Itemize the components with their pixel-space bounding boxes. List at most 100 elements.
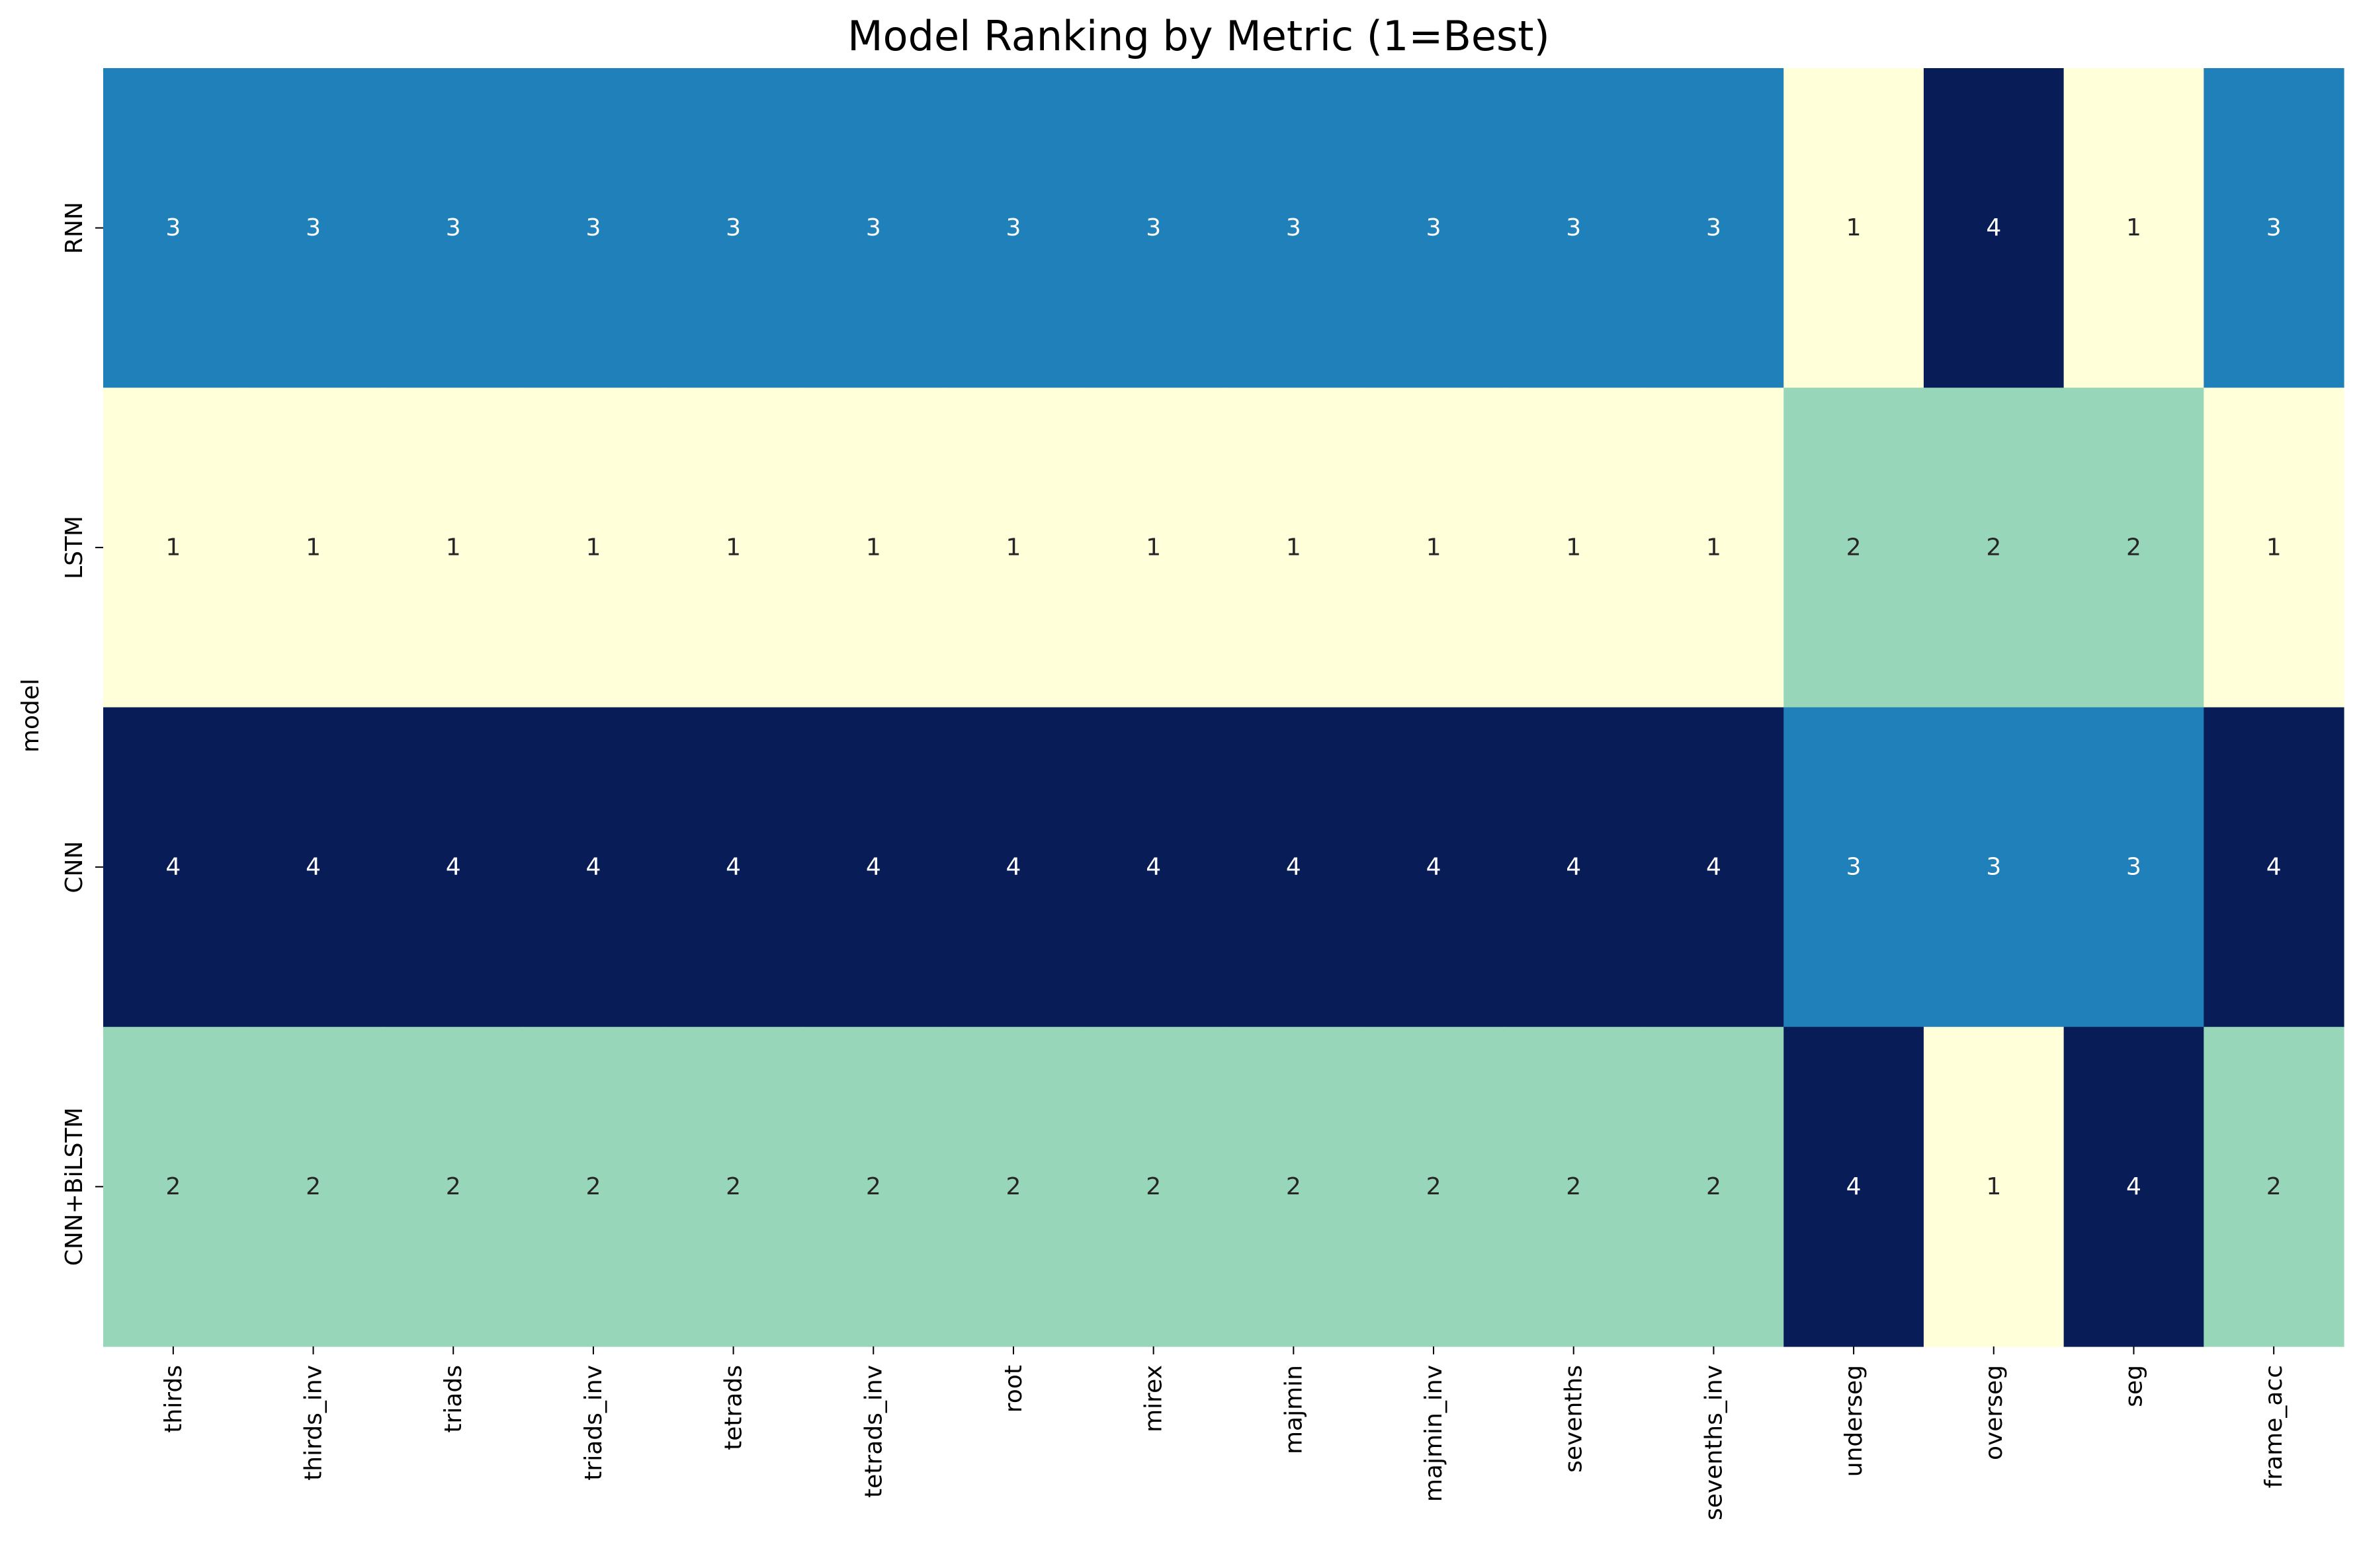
cell-value-label: 4 — [446, 854, 461, 881]
heatmap-cell-lstm-mirex — [1083, 388, 1224, 708]
cell-value-label: 2 — [1006, 1173, 1021, 1200]
heatmap-cell-cnn-frame-acc — [2204, 707, 2344, 1028]
heatmap-cell-rnn-sevenths — [1503, 68, 1645, 388]
heatmap-cell-rnn-seg — [2063, 68, 2204, 388]
cell-value-label: 4 — [866, 854, 881, 881]
heatmap-cell-rnn-tetrads-inv — [803, 68, 944, 388]
x-tick-label-majmin: majmin — [1280, 1365, 1307, 1454]
cell-value-label: 4 — [1006, 854, 1021, 881]
heatmap-cell-cnn-sevenths-inv — [1643, 707, 1784, 1028]
x-tick-label-overseg: overseg — [1981, 1365, 2008, 1460]
cell-value-label: 3 — [2126, 854, 2141, 881]
cell-value-label: 1 — [1846, 214, 1862, 241]
cell-value-label: 3 — [306, 214, 321, 241]
cell-value-label: 2 — [1426, 1173, 1441, 1200]
cell-value-label: 3 — [866, 214, 881, 241]
cell-value-label: 2 — [2126, 534, 2141, 561]
cell-value-label: 3 — [2266, 214, 2282, 241]
x-tick-label-tetrads: tetrads — [720, 1365, 748, 1450]
heatmap-cell-lstm-seg — [2063, 388, 2204, 708]
cell-value-label: 4 — [1566, 854, 1581, 881]
cell-value-label: 1 — [2266, 534, 2282, 561]
cell-value-label: 2 — [165, 1173, 181, 1200]
heatmap-cell-cnn-sevenths — [1503, 707, 1645, 1028]
cell-value-label: 1 — [2126, 214, 2141, 241]
heatmap-cell-cnn-bilstm-thirds-inv — [243, 1026, 384, 1347]
x-tick-label-sevenths-inv: sevenths_inv — [1700, 1365, 1727, 1520]
cell-value-label: 4 — [1986, 214, 2001, 241]
cell-value-label: 1 — [165, 534, 181, 561]
cell-value-label: 4 — [1286, 854, 1301, 881]
heatmap-cell-cnn-majmin-inv — [1363, 707, 1504, 1028]
cell-value-label: 2 — [585, 1173, 601, 1200]
heatmap-cell-lstm-sevenths — [1503, 388, 1645, 708]
heatmap-cell-cnn-underseg — [1783, 707, 1924, 1028]
heatmap-cell-lstm-frame-acc — [2204, 388, 2344, 708]
cell-value-label: 4 — [1846, 1173, 1862, 1200]
heatmap-cell-cnn-bilstm-seg — [2063, 1026, 2204, 1347]
chart-title: Model Ranking by Metric (1=Best) — [847, 12, 1550, 60]
cell-value-label: 3 — [446, 214, 461, 241]
cell-value-label: 1 — [585, 534, 601, 561]
cell-value-label: 3 — [1566, 214, 1581, 241]
cell-value-label: 1 — [866, 534, 881, 561]
x-tick-label-majmin-inv: majmin_inv — [1420, 1365, 1447, 1502]
cell-value-label: 3 — [165, 214, 181, 241]
cell-value-label: 3 — [1006, 214, 1021, 241]
cell-value-label: 4 — [2126, 1173, 2141, 1200]
y-axis: RNN LSTM CNN CNN+BiLSTM — [61, 202, 103, 1266]
heatmap-cell-cnn-bilstm-mirex — [1083, 1026, 1224, 1347]
cell-value-label: 1 — [1566, 534, 1581, 561]
cell-value-label: 2 — [2266, 1173, 2282, 1200]
heatmap-cell-rnn-thirds — [103, 68, 244, 388]
heatmap-cell-cnn-bilstm-underseg — [1783, 1026, 1924, 1347]
cell-value-label: 4 — [726, 854, 741, 881]
x-tick-label-triads-inv: triads_inv — [580, 1365, 607, 1481]
heatmap-cell-cnn-thirds-inv — [243, 707, 384, 1028]
heatmap-cell-cnn-mirex — [1083, 707, 1224, 1028]
x-tick-label-seg: seg — [2120, 1365, 2147, 1407]
heatmap-cell-rnn-underseg — [1783, 68, 1924, 388]
heatmap-cell-rnn-majmin — [1223, 68, 1364, 388]
cell-value-label: 1 — [726, 534, 741, 561]
cell-value-label: 1 — [1986, 1173, 2001, 1200]
heatmap-cell-lstm-tetrads — [663, 388, 804, 708]
y-tick-label-cnn: CNN — [61, 841, 88, 893]
cell-value-label: 1 — [1006, 534, 1021, 561]
heatmap-cell-cnn-bilstm-tetrads — [663, 1026, 804, 1347]
heatmap-cell-lstm-majmin — [1223, 388, 1364, 708]
heatmap-cell-lstm-triads-inv — [523, 388, 664, 708]
heatmap-cell-lstm-thirds-inv — [243, 388, 384, 708]
heatmap-cell-cnn-bilstm-triads-inv — [523, 1026, 664, 1347]
heatmap-cell-cnn-bilstm-sevenths-inv — [1643, 1026, 1784, 1347]
x-tick-label-thirds: thirds — [160, 1365, 187, 1433]
heatmap-cell-cnn-majmin — [1223, 707, 1364, 1028]
cell-value-label: 2 — [1846, 534, 1862, 561]
heatmap-cell-lstm-root — [943, 388, 1084, 708]
cell-value-label: 3 — [1846, 854, 1862, 881]
heatmap-cell-rnn-thirds-inv — [243, 68, 384, 388]
cell-value-label: 3 — [585, 214, 601, 241]
cell-value-label: 3 — [1146, 214, 1161, 241]
cell-value-label: 1 — [1146, 534, 1161, 561]
cell-value-label: 4 — [306, 854, 321, 881]
cell-value-label: 2 — [1146, 1173, 1161, 1200]
cell-value-label: 2 — [1986, 534, 2001, 561]
heatmap-cell-labels: 3 3 3 3 3 3 3 3 3 3 3 3 1 4 1 3 1 1 1 1 1 1 1 1 1 1 1 1 2 2 2 1 4 4 4 4 4 4 4 4… — [165, 214, 2281, 1200]
heatmap-cells — [103, 68, 2344, 1347]
x-tick-label-tetrads-inv: tetrads_inv — [860, 1365, 887, 1498]
cell-value-label: 2 — [306, 1173, 321, 1200]
cell-value-label: 4 — [2266, 854, 2282, 881]
heatmap-cell-rnn-triads — [383, 68, 524, 388]
x-tick-label-mirex: mirex — [1140, 1365, 1168, 1432]
heatmap-cell-cnn-tetrads — [663, 707, 804, 1028]
cell-value-label: 1 — [306, 534, 321, 561]
heatmap-cell-cnn-bilstm-sevenths — [1503, 1026, 1645, 1347]
heatmap-cell-cnn-seg — [2063, 707, 2204, 1028]
heatmap-cell-lstm-thirds — [103, 388, 244, 708]
heatmap-cell-rnn-frame-acc — [2204, 68, 2344, 388]
cell-value-label: 2 — [1706, 1173, 1721, 1200]
heatmap-cell-lstm-sevenths-inv — [1643, 388, 1784, 708]
heatmap-cell-rnn-mirex — [1083, 68, 1224, 388]
